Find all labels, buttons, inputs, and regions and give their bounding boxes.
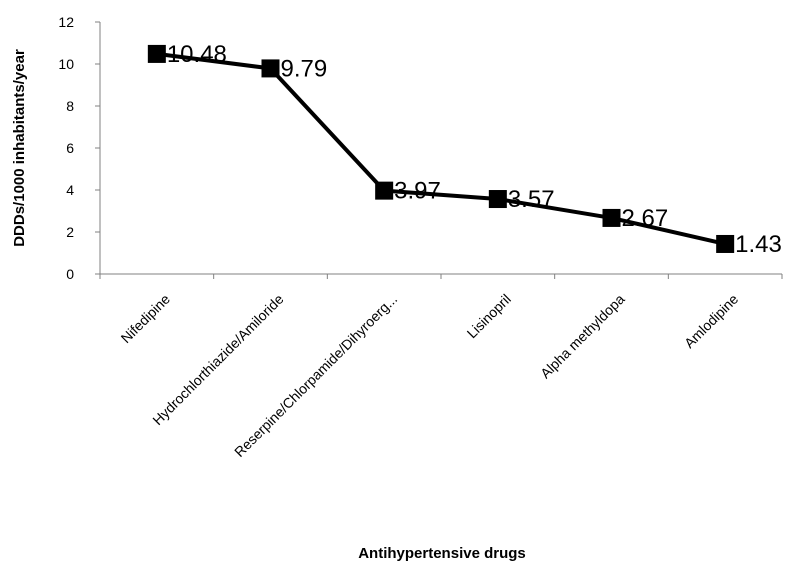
data-label: 2.67 [622,205,669,232]
data-point-marker [488,190,507,209]
data-label: 3.57 [508,186,555,213]
data-label: 10.48 [167,41,227,68]
data-point-marker [602,208,621,227]
series-line-path [156,51,726,246]
data-point-marker [147,44,166,63]
data-label: 1.43 [735,231,782,258]
data-labels: 10.48 9.79 3.97 3.57 2.67 1.43 [167,41,782,258]
x-axis-title: Antihypertensive drugs [358,545,526,562]
y-tick-label: 2 [66,224,74,240]
x-tick-labels: NifedipineHydrochlorthiazide/AmilorideRe… [118,291,742,460]
x-tick-label: Alpha methyldopa [537,291,628,382]
y-tick-label: 10 [58,56,74,72]
series-line [147,44,735,253]
x-tick-label: Hydrochlorthiazide/Amiloride [149,291,286,428]
y-tick-label: 8 [66,98,74,114]
x-tick-label: Lisinopril [464,291,514,341]
y-tick-label: 6 [66,140,74,156]
x-tick-label: Amlodipine [681,291,741,351]
data-label: 3.97 [394,178,441,205]
y-tick-label: 12 [58,14,74,30]
axes [95,21,783,279]
y-tick-labels: 0 2 4 6 8 10 12 [58,14,74,282]
data-label: 9.79 [281,55,328,82]
y-tick-label: 0 [66,266,74,282]
data-point-marker [261,59,280,78]
x-tick-label: Nifedipine [118,291,173,346]
y-tick-label: 4 [66,182,74,198]
data-point-marker [716,234,735,253]
data-point-marker [375,181,394,200]
y-axis-title: DDDs/1000 inhabitants/year [11,49,28,247]
